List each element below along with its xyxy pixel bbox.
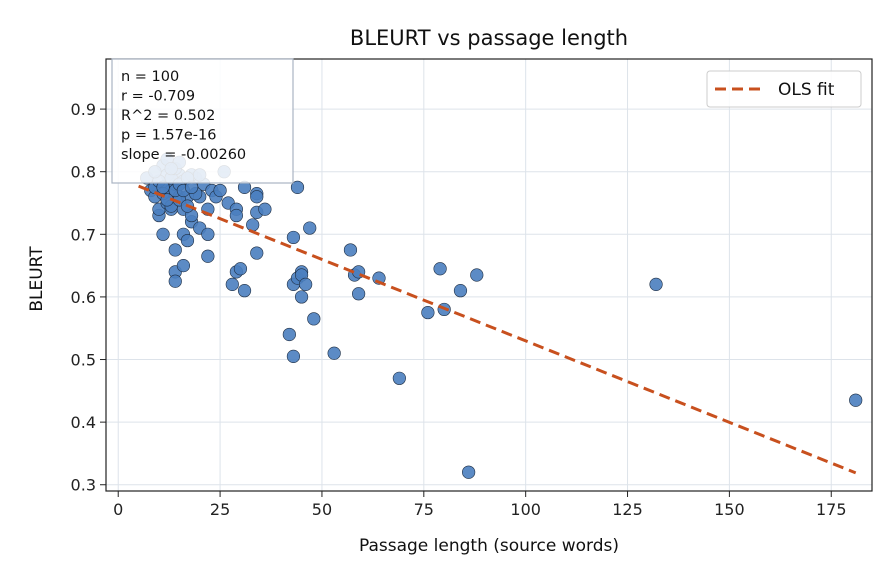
data-point bbox=[250, 246, 264, 260]
data-point bbox=[433, 262, 447, 276]
x-tick-label: 175 bbox=[816, 500, 847, 519]
data-point bbox=[246, 218, 260, 232]
data-point bbox=[258, 202, 272, 216]
chart-title: BLEURT vs passage length bbox=[350, 26, 628, 50]
axis-ticks: 0 25 50 75 100 125 150 175 0.3 0.4 0.5 0.6 0.7 0.8 0.9 bbox=[71, 100, 847, 519]
y-tick-label: 0.6 bbox=[71, 288, 96, 307]
y-tick-label: 0.5 bbox=[71, 351, 96, 370]
data-point bbox=[299, 277, 313, 291]
data-point bbox=[462, 465, 476, 479]
plot-frame bbox=[105, 58, 873, 492]
data-point bbox=[213, 183, 227, 198]
y-tick-label: 0.8 bbox=[71, 163, 96, 182]
data-point bbox=[250, 190, 264, 204]
x-tick-label: 75 bbox=[414, 500, 434, 519]
x-tick-label: 0 bbox=[113, 500, 123, 519]
stat-line: n = 100 bbox=[121, 69, 179, 85]
data-point bbox=[233, 262, 248, 276]
stat-line: slope = -0.00260 bbox=[121, 147, 246, 163]
stat-line: R^2 = 0.502 bbox=[121, 108, 215, 124]
ols-fit-line bbox=[138, 184, 857, 475]
stats-box-frame bbox=[111, 58, 294, 184]
x-axis-label: Passage length (source words) bbox=[359, 536, 619, 556]
x-tick-label: 25 bbox=[210, 500, 230, 519]
data-point bbox=[229, 208, 243, 223]
stat-line: r = -0.709 bbox=[121, 89, 195, 105]
legend: OLS fit bbox=[706, 70, 862, 108]
data-point bbox=[307, 312, 321, 326]
legend-label: OLS fit bbox=[778, 80, 835, 100]
y-tick-label: 0.3 bbox=[71, 476, 96, 495]
data-point bbox=[282, 327, 296, 342]
y-tick-label: 0.4 bbox=[71, 413, 96, 432]
data-point bbox=[290, 180, 305, 194]
y-axis-label: BLEURT bbox=[27, 246, 47, 312]
data-layer bbox=[138, 152, 863, 479]
x-tick-label: 125 bbox=[612, 500, 643, 519]
x-tick-label: 150 bbox=[714, 500, 745, 519]
data-point bbox=[225, 277, 239, 291]
data-point bbox=[421, 305, 435, 320]
data-point bbox=[849, 393, 863, 407]
stat-line: p = 1.57e-16 bbox=[121, 128, 216, 144]
data-point bbox=[286, 230, 301, 245]
data-point bbox=[352, 287, 366, 301]
stats-annotation-box: n = 100 r = -0.709 R^2 = 0.502 p = 1.57e-16… bbox=[111, 58, 294, 184]
data-point bbox=[156, 227, 170, 241]
data-point bbox=[201, 227, 215, 241]
x-tick-label: 50 bbox=[312, 500, 332, 519]
data-point bbox=[453, 284, 468, 298]
data-point bbox=[168, 243, 182, 257]
data-point bbox=[327, 346, 341, 360]
data-point bbox=[286, 349, 301, 363]
data-point bbox=[168, 274, 182, 288]
data-point bbox=[303, 221, 317, 235]
data-point bbox=[176, 259, 191, 273]
grid bbox=[106, 59, 872, 491]
y-tick-label: 0.9 bbox=[71, 100, 96, 119]
data-point bbox=[392, 371, 406, 385]
data-point bbox=[201, 249, 215, 263]
data-point bbox=[237, 284, 252, 298]
data-point bbox=[294, 290, 309, 304]
data-point bbox=[649, 277, 663, 291]
data-point bbox=[180, 233, 195, 248]
data-point bbox=[343, 243, 358, 257]
legend-frame bbox=[706, 70, 862, 108]
data-point bbox=[470, 268, 484, 282]
y-tick-label: 0.7 bbox=[71, 225, 96, 244]
x-tick-label: 100 bbox=[510, 500, 541, 519]
